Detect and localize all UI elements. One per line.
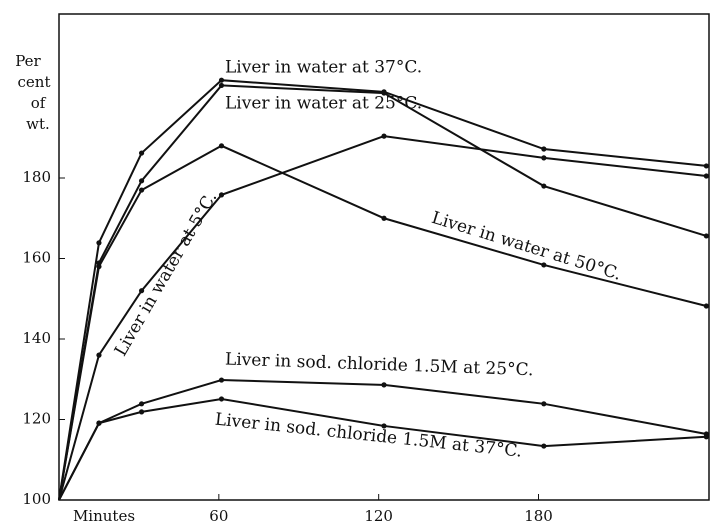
data-point bbox=[138, 178, 145, 184]
data-point bbox=[381, 90, 387, 96]
data-point bbox=[381, 382, 387, 388]
series-label: Liver in water at 37°C. bbox=[225, 58, 422, 78]
data-point bbox=[381, 215, 387, 221]
data-point bbox=[138, 409, 145, 415]
data-point bbox=[218, 143, 225, 149]
data-point bbox=[381, 423, 387, 429]
y-tick-label: 140 bbox=[22, 329, 51, 347]
data-point bbox=[541, 155, 547, 161]
data-point bbox=[138, 150, 145, 156]
y-tick-label: 100 bbox=[22, 490, 51, 508]
data-point bbox=[703, 163, 709, 169]
data-point bbox=[218, 192, 225, 198]
data-point bbox=[541, 183, 547, 189]
x-tick-label: 180 bbox=[524, 507, 553, 525]
data-point bbox=[703, 434, 709, 440]
data-point bbox=[541, 262, 547, 268]
y-tick-label: 180 bbox=[22, 168, 51, 186]
plot-frame bbox=[58, 13, 710, 501]
y-tick-label: 160 bbox=[22, 249, 51, 267]
data-point bbox=[541, 401, 547, 407]
data-point bbox=[218, 82, 225, 89]
data-point bbox=[96, 263, 102, 270]
data-point bbox=[381, 133, 387, 139]
data-point bbox=[96, 352, 102, 358]
data-point bbox=[218, 377, 225, 383]
data-point bbox=[703, 173, 709, 179]
series-label: Liver in water at 50°C. bbox=[429, 208, 623, 285]
series-label: Liver in sod. chloride 1.5M at 37°C. bbox=[214, 410, 523, 462]
y-tick-label: 120 bbox=[22, 410, 51, 428]
data-point bbox=[541, 443, 547, 449]
data-point bbox=[96, 240, 102, 246]
data-point bbox=[703, 233, 709, 239]
data-point bbox=[138, 187, 145, 193]
x-tick-label: 120 bbox=[364, 507, 393, 525]
series-label: Liver in sod. chloride 1.5M at 25°C. bbox=[225, 350, 534, 381]
x-tick-label: Minutes bbox=[73, 507, 135, 525]
data-point bbox=[218, 396, 225, 402]
y-axis-label: wt. bbox=[26, 115, 50, 133]
data-point bbox=[138, 401, 145, 407]
data-point bbox=[218, 77, 225, 83]
series-label: Liver in water at 25°C. bbox=[225, 94, 422, 114]
y-axis-label: cent bbox=[18, 73, 51, 91]
series-line bbox=[58, 397, 707, 501]
data-point bbox=[96, 420, 102, 426]
x-tick-label: 60 bbox=[209, 507, 228, 525]
y-axis-label: of bbox=[31, 94, 47, 112]
data-point bbox=[541, 146, 547, 152]
y-axis-label: Per bbox=[15, 52, 41, 70]
data-point bbox=[703, 303, 709, 309]
data-point bbox=[138, 288, 145, 294]
